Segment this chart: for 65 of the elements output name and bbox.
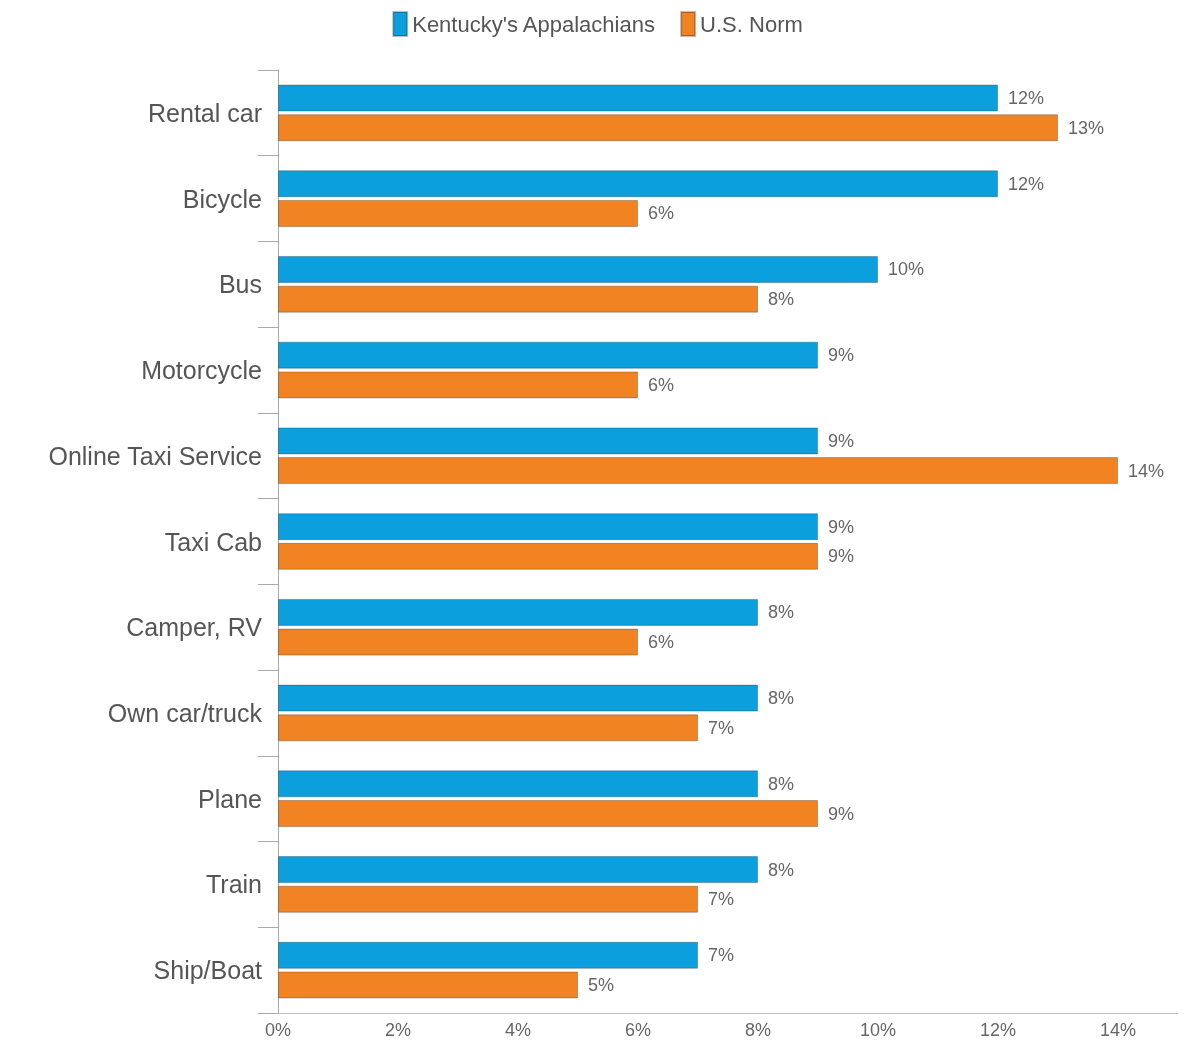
data-label: 6% — [648, 374, 675, 395]
x-tick-label: 8% — [744, 1020, 772, 1040]
bar — [278, 885, 698, 913]
bar — [278, 941, 698, 969]
data-label: 9% — [828, 345, 855, 366]
bar — [278, 285, 758, 313]
data-label: 8% — [768, 602, 795, 623]
data-label: 7% — [708, 945, 735, 966]
x-tick-label: 4% — [504, 1020, 532, 1040]
y-tick-label: Taxi Cab — [164, 527, 262, 556]
y-tick-label: Plane — [198, 784, 262, 813]
data-label: 9% — [828, 516, 855, 537]
data-label: 5% — [588, 974, 615, 995]
data-label: 8% — [768, 289, 795, 310]
y-tick-label: Bus — [218, 270, 262, 299]
bar — [278, 770, 758, 798]
data-label: 7% — [708, 889, 735, 910]
data-label: 8% — [768, 773, 795, 794]
bar — [278, 199, 638, 227]
data-label: 9% — [828, 546, 855, 567]
y-tick-label: Ship/Boat — [153, 956, 263, 985]
bar — [278, 513, 818, 541]
data-label: 8% — [768, 859, 795, 880]
bar — [278, 255, 878, 283]
data-label: 12% — [1008, 173, 1045, 194]
y-tick-label: Camper, RV — [126, 613, 263, 642]
legend-label: U.S. Norm — [700, 11, 803, 37]
y-tick-label: Bicycle — [182, 184, 262, 213]
bar — [278, 341, 818, 369]
bar — [278, 856, 758, 884]
bar — [278, 598, 758, 626]
y-tick-label: Motorcycle — [141, 356, 262, 385]
data-label: 14% — [1128, 460, 1165, 481]
legend-label: Kentucky's Appalachians — [412, 11, 655, 37]
bar — [278, 84, 998, 112]
data-label: 9% — [828, 430, 855, 451]
y-tick-label: Train — [205, 870, 262, 899]
bar — [278, 114, 1058, 142]
bar — [278, 542, 818, 570]
x-tick-label: 6% — [624, 1020, 652, 1040]
y-tick-label: Online Taxi Service — [48, 441, 262, 470]
data-label: 12% — [1008, 88, 1045, 109]
data-label: 8% — [768, 688, 795, 709]
y-tick-label: Rental car — [148, 98, 262, 127]
bar — [278, 971, 578, 999]
x-tick-label: 10% — [859, 1020, 897, 1040]
x-tick-label: 0% — [264, 1020, 292, 1040]
bar — [278, 684, 758, 712]
bar — [278, 427, 818, 455]
bar — [278, 714, 698, 742]
data-label: 6% — [648, 632, 675, 653]
bar — [278, 457, 1118, 485]
data-label: 10% — [888, 259, 925, 280]
data-label: 7% — [708, 717, 735, 738]
data-label: 9% — [828, 803, 855, 824]
x-tick-label: 2% — [384, 1020, 412, 1040]
bar — [278, 800, 818, 828]
bar — [278, 170, 998, 198]
data-label: 6% — [648, 203, 675, 224]
bar — [278, 371, 638, 399]
y-tick-label: Own car/truck — [107, 698, 263, 727]
x-tick-label: 12% — [979, 1020, 1017, 1040]
data-label: 13% — [1068, 117, 1105, 138]
bar — [278, 628, 638, 656]
x-tick-label: 14% — [1099, 1020, 1137, 1040]
